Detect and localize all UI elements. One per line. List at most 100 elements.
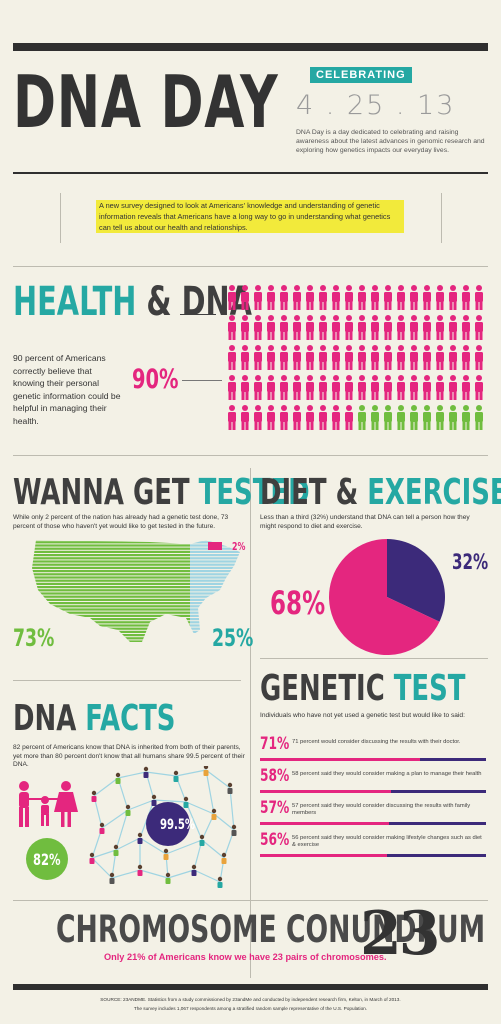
- map-stripe: [32, 602, 190, 605]
- person-icon: [306, 285, 314, 310]
- map-stripe: [32, 566, 190, 569]
- person-icon: [267, 345, 275, 370]
- person-icon: [345, 285, 353, 310]
- network-person: [199, 834, 205, 846]
- person-icon: [306, 315, 314, 340]
- person-icon: [306, 405, 314, 430]
- person-icon: [293, 405, 301, 430]
- person-icon: [306, 375, 314, 400]
- person-icon: [228, 375, 236, 400]
- genetic-stat-row: 71% 71 percent would consider discussing …: [260, 734, 486, 762]
- tested-text: While only 2 percent of the nation has a…: [13, 514, 229, 530]
- pie-slice: [387, 539, 445, 622]
- network-link: [167, 869, 195, 879]
- person-icon: [371, 315, 379, 340]
- person-icon: [319, 375, 327, 400]
- person-icon: [293, 315, 301, 340]
- person-icon: [423, 315, 431, 340]
- map-stripe: [190, 614, 240, 617]
- genetic-stat-bar-fill: [260, 822, 389, 825]
- person-icon: [384, 315, 392, 340]
- celebrating-banner: CELEBRATING: [310, 67, 412, 83]
- diet-title: DIET & EXERCISE: [260, 472, 501, 514]
- person-icon: [345, 345, 353, 370]
- network-person: [151, 794, 157, 806]
- network-link: [127, 799, 155, 811]
- person-icon: [293, 285, 301, 310]
- person-icon: [254, 285, 262, 310]
- person-icon: [345, 405, 353, 430]
- map-stripe: [32, 611, 190, 614]
- map-stripe: [190, 592, 240, 595]
- map-stripe: [32, 573, 190, 576]
- network-person: [221, 852, 227, 864]
- network-person: [231, 824, 237, 836]
- person-icon: [358, 405, 366, 430]
- person-icon: [410, 405, 418, 430]
- person-icon: [332, 345, 340, 370]
- person-icon: [410, 315, 418, 340]
- map-stripe: [190, 595, 240, 598]
- person-icon: [345, 375, 353, 400]
- inherited-badge: [26, 838, 68, 880]
- person-icon: [423, 405, 431, 430]
- person-icon: [436, 405, 444, 430]
- person-icon: [228, 285, 236, 310]
- person-icon: [267, 405, 275, 430]
- people-network: [89, 766, 237, 888]
- genetic-title: GENETIC TEST: [260, 668, 465, 710]
- person-icon: [228, 345, 236, 370]
- map-stripe: [32, 618, 190, 621]
- person-icon: [358, 315, 366, 340]
- network-person: [115, 772, 121, 784]
- map-stripe: [190, 550, 240, 553]
- genetic-stat-percent: 71%: [260, 734, 290, 754]
- person-icon: [371, 285, 379, 310]
- health-text: 90 percent of Americans correctly believ…: [13, 353, 121, 426]
- network-link: [139, 869, 169, 879]
- network-link: [93, 777, 119, 797]
- person-icon: [254, 345, 262, 370]
- person-icon: [280, 285, 288, 310]
- diet-pie-chart: [329, 539, 445, 655]
- map-stripe: [32, 598, 190, 601]
- person-icon: [371, 345, 379, 370]
- person-icon: [267, 285, 275, 310]
- map-stripe: [32, 614, 190, 617]
- network-link: [185, 801, 215, 815]
- person-icon: [358, 345, 366, 370]
- map-stripe: [190, 563, 240, 566]
- genetic-stat-percent: 58%: [260, 766, 290, 786]
- network-link: [115, 809, 129, 851]
- person-icon: [384, 345, 392, 370]
- map-stripe: [190, 573, 240, 576]
- person-icon: [280, 315, 288, 340]
- facts-text: 82 percent of Americans know that DNA is…: [13, 744, 245, 769]
- person-icon: [475, 405, 483, 430]
- genetic-stat-bar-fill: [260, 758, 421, 761]
- map-stripe: [32, 624, 190, 627]
- column-divider: [250, 468, 251, 978]
- map-stripe: [32, 586, 190, 589]
- person-icon: [384, 405, 392, 430]
- person-icon: [306, 345, 314, 370]
- map-stripe: [32, 605, 190, 608]
- person-icon: [332, 405, 340, 430]
- person-icon: [280, 375, 288, 400]
- map-stripe: [190, 608, 240, 611]
- genetic-title-b: TEST: [393, 668, 466, 709]
- person-icon: [475, 345, 483, 370]
- divider: [13, 680, 241, 681]
- map-stripe: [32, 541, 190, 544]
- shared-dna-badge: [146, 802, 190, 846]
- person-icon: [449, 315, 457, 340]
- map-stripe: [32, 547, 190, 550]
- person-icon: [267, 315, 275, 340]
- map-stripe: [32, 544, 190, 547]
- map-stripe: [32, 560, 190, 563]
- health-percent: 90%: [132, 364, 179, 395]
- source-line-2: The survey includes 1,067 respondents am…: [133, 1006, 368, 1011]
- map-stripe: [190, 589, 240, 592]
- divider: [260, 658, 488, 659]
- person-icon: [384, 285, 392, 310]
